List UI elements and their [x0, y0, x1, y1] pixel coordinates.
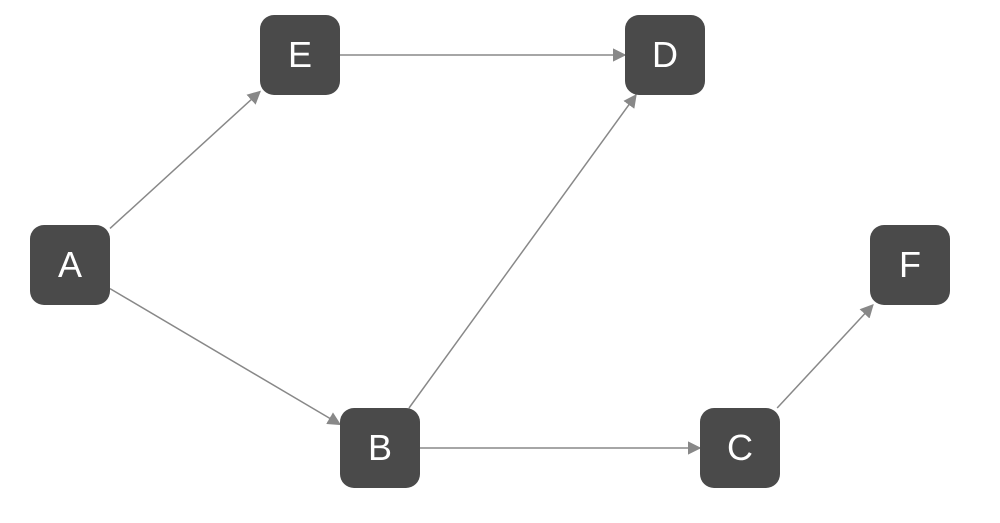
- node-label: E: [288, 34, 312, 76]
- edge-a-b: [110, 289, 340, 425]
- node-label: A: [58, 244, 82, 286]
- node-c: C: [700, 408, 780, 488]
- diagram-container: A E D B C F: [0, 0, 1000, 523]
- node-d: D: [625, 15, 705, 95]
- node-a: A: [30, 225, 110, 305]
- edge-b-d: [409, 95, 636, 408]
- node-label: F: [899, 244, 921, 286]
- edge-a-e: [110, 92, 260, 229]
- node-label: D: [652, 34, 678, 76]
- node-label: C: [727, 427, 753, 469]
- edge-c-f: [777, 305, 873, 408]
- node-e: E: [260, 15, 340, 95]
- edges-layer: [0, 0, 1000, 523]
- node-f: F: [870, 225, 950, 305]
- node-b: B: [340, 408, 420, 488]
- node-label: B: [368, 427, 392, 469]
